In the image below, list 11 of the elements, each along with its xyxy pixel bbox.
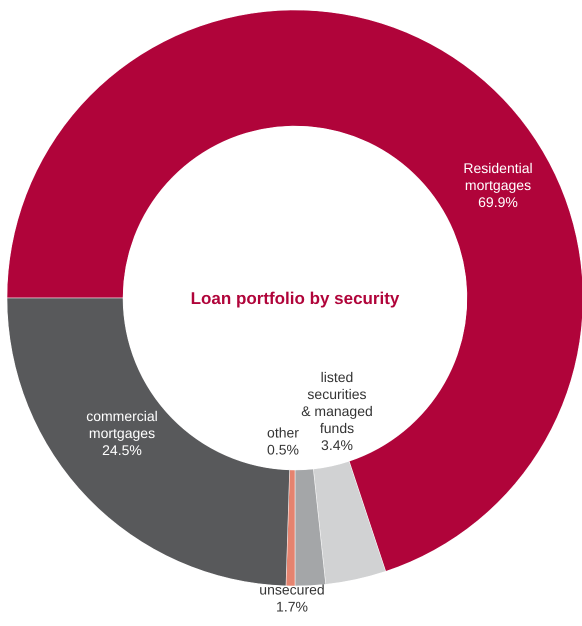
data-label: 69.9% — [478, 194, 518, 210]
slice-label: listed securities & managed funds — [301, 369, 373, 436]
data-label: 1.7% — [276, 598, 308, 614]
data-label: 3.4% — [321, 437, 353, 453]
slice-label: commercial mortgages — [86, 408, 158, 441]
data-label: 0.5% — [267, 442, 299, 458]
text: Loan portfolio by security — [190, 289, 400, 308]
slice-label: Residential mortgages — [463, 160, 533, 193]
slice-label: other — [267, 424, 300, 440]
data-label: 24.5% — [102, 442, 142, 458]
slice-label: unsecured — [259, 582, 325, 598]
